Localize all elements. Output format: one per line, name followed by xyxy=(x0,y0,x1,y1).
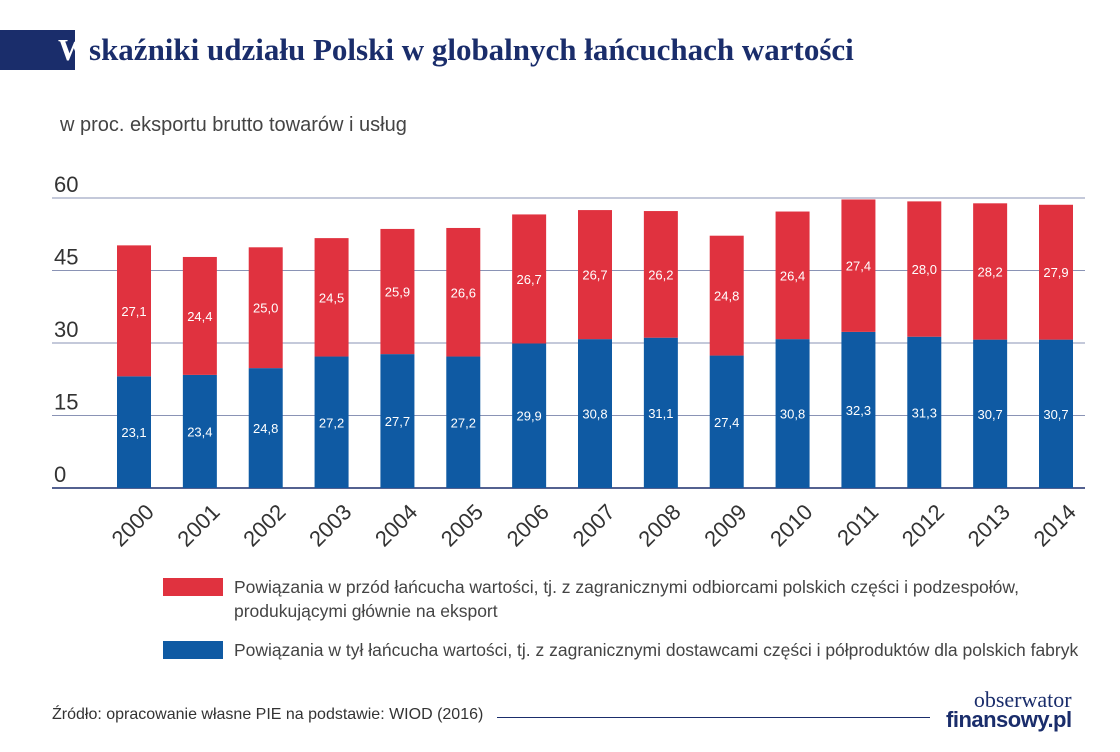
data-label-forward: 26,6 xyxy=(451,285,476,300)
brand-logo: obserwator finansowy.pl xyxy=(946,687,1072,732)
x-tick-label: 2012 xyxy=(897,499,949,551)
x-tick-label: 2010 xyxy=(765,499,817,551)
bar-backward xyxy=(643,337,678,488)
data-label-forward: 25,9 xyxy=(385,285,410,300)
data-label-backward: 23,4 xyxy=(187,424,212,439)
x-tick-label: 2008 xyxy=(633,499,685,551)
x-tick-label: 2007 xyxy=(568,499,620,551)
bar-backward xyxy=(841,331,876,488)
data-label-forward: 24,8 xyxy=(714,289,739,304)
data-label-backward: 30,7 xyxy=(1043,407,1068,422)
data-label-backward: 30,8 xyxy=(780,407,805,422)
title-rest: skaźniki udziału Polski w globalnych łań… xyxy=(89,32,854,67)
bar-backward xyxy=(709,355,744,488)
bar-backward xyxy=(775,339,810,488)
data-label-forward: 28,0 xyxy=(912,262,937,277)
bar-forward xyxy=(775,211,810,340)
source-divider xyxy=(497,717,930,718)
bar-forward xyxy=(1039,204,1073,340)
data-label-backward: 23,1 xyxy=(121,425,146,440)
data-label-forward: 26,7 xyxy=(516,272,541,287)
bar-backward xyxy=(117,376,151,488)
x-tick-label: 2002 xyxy=(238,499,290,551)
bar-forward xyxy=(512,214,547,344)
bar-backward xyxy=(1039,339,1073,488)
x-tick-label: 2000 xyxy=(107,499,159,551)
data-label-backward: 27,2 xyxy=(451,415,476,430)
data-label-forward: 28,2 xyxy=(977,264,1002,279)
bar-forward xyxy=(380,228,415,355)
bar-backward xyxy=(907,336,942,488)
data-label-forward: 26,4 xyxy=(780,268,805,283)
y-tick-label: 45 xyxy=(54,245,78,270)
bar-forward xyxy=(117,245,151,377)
y-tick-label: 30 xyxy=(54,317,78,342)
data-label-forward: 27,1 xyxy=(121,304,146,319)
bar-forward xyxy=(314,238,349,357)
bar-backward xyxy=(248,368,283,488)
bar-forward xyxy=(907,201,942,337)
source-note: Źródło: opracowanie własne PIE na podsta… xyxy=(52,706,484,723)
x-tick-label: 2005 xyxy=(436,499,488,551)
data-label-backward: 32,3 xyxy=(846,403,871,418)
data-label-backward: 24,8 xyxy=(253,421,278,436)
bar-backward xyxy=(578,339,612,488)
bar-backward xyxy=(973,339,1008,488)
bar-backward xyxy=(380,354,415,488)
legend-swatch-backward xyxy=(163,641,223,659)
data-label-forward: 27,4 xyxy=(846,259,871,274)
bar-backward xyxy=(446,356,481,488)
logo-top-text: obserwator xyxy=(973,687,1072,712)
legend-label-forward: Powiązania w przód łańcucha wartości, tj… xyxy=(234,577,1019,621)
bar-forward xyxy=(248,247,283,369)
chart-title: Wskaźniki udziału Polski w globalnych ła… xyxy=(58,28,854,72)
data-label-backward: 29,9 xyxy=(516,409,541,424)
data-label-forward: 26,2 xyxy=(648,267,673,282)
stacked-bar-chart: 0 15 30 45 60 23,1 27,1 2000 23,4 24,4 2001 24,8 25,… xyxy=(52,172,1085,551)
data-label-forward: 26,7 xyxy=(582,268,607,283)
bar-backward xyxy=(314,356,349,488)
x-tick-label: 2014 xyxy=(1029,499,1081,551)
bar-forward xyxy=(446,227,481,357)
legend-label-backward: Powiązania w tył łańcucha wartości, tj. … xyxy=(234,640,1079,660)
x-tick-label: 2013 xyxy=(963,499,1015,551)
bar-backward xyxy=(182,374,217,488)
bar-forward xyxy=(643,211,678,338)
bar-forward xyxy=(709,235,744,356)
title-accent-bar xyxy=(0,30,75,70)
data-label-forward: 24,4 xyxy=(187,309,212,324)
y-tick-label: 60 xyxy=(54,172,78,197)
data-label-backward: 27,2 xyxy=(319,415,344,430)
x-tick-label: 2003 xyxy=(304,499,356,551)
legend-swatch-forward xyxy=(163,578,223,596)
data-label-backward: 30,8 xyxy=(582,407,607,422)
x-tick-label: 2011 xyxy=(832,499,883,550)
data-label-forward: 27,9 xyxy=(1043,265,1068,280)
bar-backward xyxy=(512,343,547,488)
data-label-backward: 27,7 xyxy=(385,414,410,429)
data-label-forward: 24,5 xyxy=(319,290,344,305)
data-label-backward: 31,1 xyxy=(648,406,673,421)
bar-forward xyxy=(578,210,612,340)
data-label-backward: 31,3 xyxy=(912,405,937,420)
x-tick-label: 2001 xyxy=(172,499,224,551)
logo-bottom-text: finansowy.pl xyxy=(946,707,1072,732)
data-label-forward: 25,0 xyxy=(253,301,278,316)
y-tick-label: 0 xyxy=(54,462,66,487)
x-tick-label: 2004 xyxy=(370,499,422,551)
x-tick-label: 2009 xyxy=(699,499,751,551)
bar-forward xyxy=(973,203,1008,340)
y-tick-label: 15 xyxy=(54,390,78,415)
x-tick-label: 2006 xyxy=(502,499,554,551)
chart-subtitle: w proc. eksportu brutto towarów i usług xyxy=(60,114,407,136)
title-first-letter: W xyxy=(58,32,89,67)
bar-forward xyxy=(182,256,217,375)
data-label-backward: 27,4 xyxy=(714,415,739,430)
bar-forward xyxy=(841,199,876,332)
data-label-backward: 30,7 xyxy=(977,407,1002,422)
